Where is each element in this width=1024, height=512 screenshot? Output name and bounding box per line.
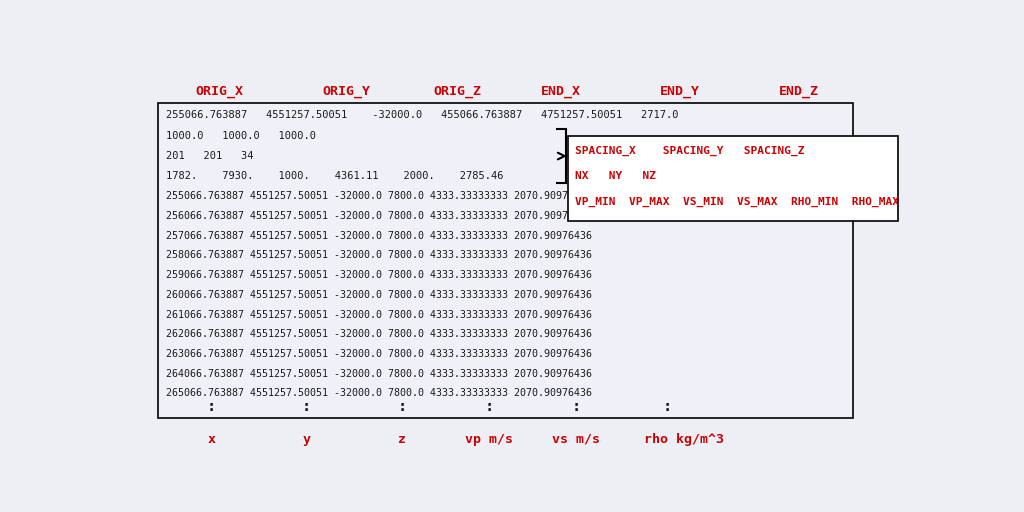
Text: vs m/s: vs m/s xyxy=(552,433,600,445)
Text: 260066.763887 4551257.50051 -32000.0 7800.0 4333.33333333 2070.90976436: 260066.763887 4551257.50051 -32000.0 780… xyxy=(166,290,592,300)
Text: END_Z: END_Z xyxy=(778,84,818,97)
Text: 201   201   34: 201 201 34 xyxy=(166,151,254,161)
Text: z: z xyxy=(397,433,406,445)
Text: VP_MIN  VP_MAX  VS_MIN  VS_MAX  RHO_MIN  RHO_MAX: VP_MIN VP_MAX VS_MIN VS_MAX RHO_MIN RHO_… xyxy=(574,197,899,207)
Text: 1000.0   1000.0   1000.0: 1000.0 1000.0 1000.0 xyxy=(166,132,316,141)
Text: rho kg/m^3: rho kg/m^3 xyxy=(643,433,724,445)
Text: 256066.763887 4551257.50051 -32000.0 7800.0 4333.33333333 2070.90976436: 256066.763887 4551257.50051 -32000.0 780… xyxy=(166,211,592,221)
Text: y: y xyxy=(302,433,310,445)
Text: ORIG_X: ORIG_X xyxy=(196,84,244,97)
Text: ORIG_Z: ORIG_Z xyxy=(433,84,481,97)
Text: :: : xyxy=(571,399,581,414)
Text: 258066.763887 4551257.50051 -32000.0 7800.0 4333.33333333 2070.90976436: 258066.763887 4551257.50051 -32000.0 780… xyxy=(166,250,592,261)
Text: :: : xyxy=(207,399,216,414)
Text: 265066.763887 4551257.50051 -32000.0 7800.0 4333.33333333 2070.90976436: 265066.763887 4551257.50051 -32000.0 780… xyxy=(166,389,592,398)
Text: NX   NY   NZ: NX NY NZ xyxy=(574,170,655,181)
Text: :: : xyxy=(664,399,672,414)
Text: 259066.763887 4551257.50051 -32000.0 7800.0 4333.33333333 2070.90976436: 259066.763887 4551257.50051 -32000.0 780… xyxy=(166,270,592,280)
Text: 262066.763887 4551257.50051 -32000.0 7800.0 4333.33333333 2070.90976436: 262066.763887 4551257.50051 -32000.0 780… xyxy=(166,329,592,339)
Text: vp m/s: vp m/s xyxy=(465,433,513,445)
Text: x: x xyxy=(207,433,215,445)
Text: ORIG_Y: ORIG_Y xyxy=(323,84,371,97)
FancyArrowPatch shape xyxy=(558,153,566,159)
Text: 257066.763887 4551257.50051 -32000.0 7800.0 4333.33333333 2070.90976436: 257066.763887 4551257.50051 -32000.0 780… xyxy=(166,231,592,241)
Text: :: : xyxy=(484,399,494,414)
Text: 263066.763887 4551257.50051 -32000.0 7800.0 4333.33333333 2070.90976436: 263066.763887 4551257.50051 -32000.0 780… xyxy=(166,349,592,359)
Text: 255066.763887 4551257.50051 -32000.0 7800.0 4333.33333333 2070.90976436: 255066.763887 4551257.50051 -32000.0 780… xyxy=(166,191,592,201)
Text: 1782.    7930.    1000.    4361.11    2000.    2785.46: 1782. 7930. 1000. 4361.11 2000. 2785.46 xyxy=(166,171,504,181)
Text: SPACING_X    SPACING_Y   SPACING_Z: SPACING_X SPACING_Y SPACING_Z xyxy=(574,146,804,157)
Text: 261066.763887 4551257.50051 -32000.0 7800.0 4333.33333333 2070.90976436: 261066.763887 4551257.50051 -32000.0 780… xyxy=(166,310,592,319)
FancyBboxPatch shape xyxy=(158,103,853,418)
Text: :: : xyxy=(397,399,407,414)
Text: END_Y: END_Y xyxy=(659,84,699,97)
Text: END_X: END_X xyxy=(541,84,581,97)
Text: :: : xyxy=(302,399,311,414)
Text: 264066.763887 4551257.50051 -32000.0 7800.0 4333.33333333 2070.90976436: 264066.763887 4551257.50051 -32000.0 780… xyxy=(166,369,592,379)
Text: 255066.763887   4551257.50051    -32000.0   455066.763887   4751257.50051   2717: 255066.763887 4551257.50051 -32000.0 455… xyxy=(166,110,679,120)
FancyBboxPatch shape xyxy=(568,136,898,221)
